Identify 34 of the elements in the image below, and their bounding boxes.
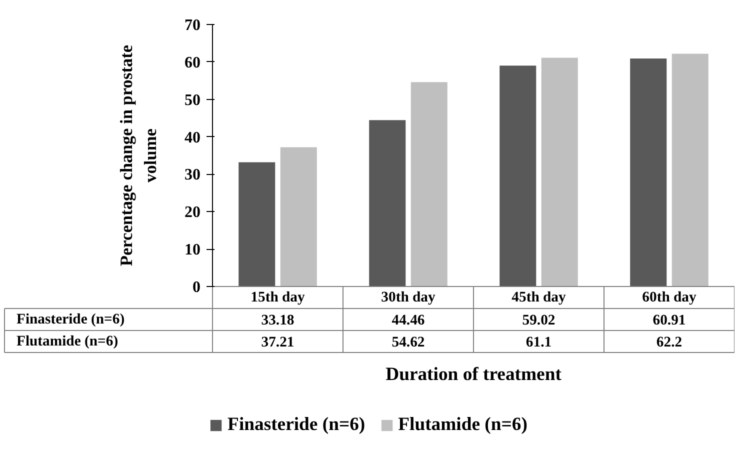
y-tick-label: 50 xyxy=(184,92,200,109)
legend-label: Finasteride (n=6) xyxy=(228,414,366,436)
data-label: 33.18 xyxy=(261,312,294,328)
legend-label: Flutamide (n=6) xyxy=(398,414,528,436)
x-tick-label: 30th day xyxy=(381,290,436,306)
y-tick-label: 10 xyxy=(184,242,200,259)
bar xyxy=(280,147,317,286)
y-tick-label: 60 xyxy=(184,54,200,72)
bar xyxy=(630,58,667,286)
x-tick-label: 15th day xyxy=(250,290,306,306)
text: Finasteride (n=6) xyxy=(16,312,125,328)
data-label: 60.91 xyxy=(652,312,686,328)
data-label: 59.02 xyxy=(522,312,556,328)
bar xyxy=(541,58,578,286)
bar xyxy=(500,66,536,286)
data-label: 44.46 xyxy=(392,312,425,328)
y-tick-label: 70 xyxy=(184,17,200,34)
bar xyxy=(238,162,276,286)
x-tick-label: 45th day xyxy=(512,290,566,306)
data-label: 54.62 xyxy=(392,334,425,350)
data-label: 62.2 xyxy=(656,334,682,350)
bar xyxy=(410,82,448,286)
bar xyxy=(369,120,406,286)
y-axis-title: Percentage change in prostate volume xyxy=(117,44,160,266)
data-label: 61.1 xyxy=(526,334,552,350)
y-tick-label: 30 xyxy=(184,166,200,184)
x-axis-title: Duration of treatment xyxy=(386,364,562,385)
bar xyxy=(672,54,708,286)
text: Flutamide (n=6) xyxy=(16,334,118,350)
y-tick-label: 20 xyxy=(184,204,200,222)
data-label: 37.21 xyxy=(261,334,294,350)
y-tick-label: 0 xyxy=(192,279,200,296)
y-tick-label: 40 xyxy=(184,129,200,146)
x-tick-label: 60th day xyxy=(642,290,697,306)
